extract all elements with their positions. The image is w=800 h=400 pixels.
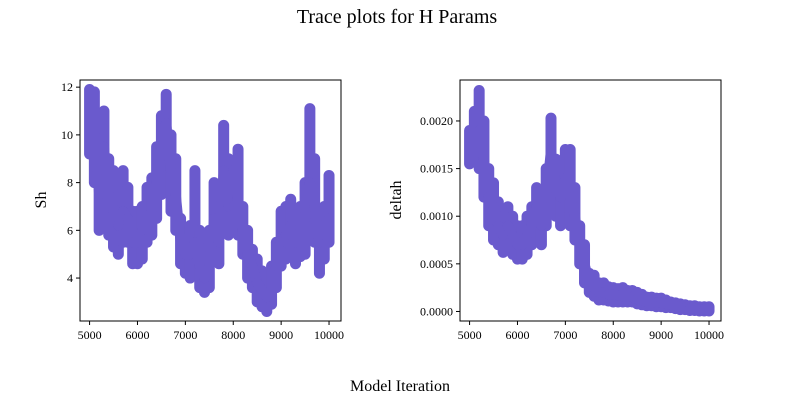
- figure-xlabel: Model Iteration: [350, 378, 450, 395]
- deltah-ytick-label: 0.0020: [420, 114, 453, 128]
- deltah-ylabel: deltah: [388, 180, 405, 219]
- sh-xtick-label: 9000: [269, 328, 293, 342]
- sh-x-axis: 5000 6000 7000 8000 9000 10000: [78, 321, 344, 342]
- deltah-ytick-label: 0.0000: [420, 304, 453, 318]
- sh-points: [84, 84, 335, 317]
- deltah-trace-segment: [545, 144, 561, 193]
- sh-trace-segment: [151, 141, 167, 188]
- sh-trace-segment: [161, 117, 176, 176]
- sh-axes-frame: [79, 79, 342, 322]
- deltah-points: [464, 84, 715, 317]
- subplot-sh: 5000 6000 7000 8000 9000 10000 4 6 8 10 12 Sh: [33, 79, 344, 342]
- sh-xtick-label: 6000: [125, 328, 149, 342]
- sh-trace-segment: [170, 189, 186, 248]
- deltah-trace-segment: [478, 154, 494, 203]
- sh-ytick-label: 10: [61, 128, 73, 142]
- deltah-xtick-label: 9000: [649, 328, 673, 342]
- deltah-y-axis: 0.0000 0.0005 0.0010 0.0015 0.0020: [420, 114, 460, 318]
- sh-trace-segment: [319, 213, 335, 241]
- sh-trace-segment: [218, 165, 234, 212]
- sh-xtick-label: 5000: [78, 328, 102, 342]
- subplot-deltah: 5000 6000 7000 8000 9000 10000 0.00000.00050.…: [388, 79, 724, 342]
- sh-xtick-label: 8000: [221, 328, 245, 342]
- sh-trace-segment: [98, 141, 114, 200]
- deltah-xtick-label: 7000: [553, 328, 577, 342]
- sh-ytick-label: 8: [67, 176, 73, 190]
- sh-xtick-label: 7000: [173, 328, 197, 342]
- sh-ytick-label: 12: [61, 80, 73, 94]
- sh-ytick-label: 4: [67, 271, 73, 285]
- deltah-xtick-label: 10000: [694, 328, 724, 342]
- deltah-ytick-label: 0.0015: [420, 162, 453, 176]
- sh-ylabel: Sh: [33, 192, 50, 209]
- deltah-xtick-label: 8000: [601, 328, 625, 342]
- deltah-xtick-label: 6000: [505, 328, 529, 342]
- figure-title: Trace plots for H Params: [297, 6, 498, 28]
- sh-y-axis: 4 6 8 10 12: [61, 80, 80, 285]
- deltah-axes-frame: [459, 79, 722, 322]
- deltah-ytick-label: 0.0010: [420, 209, 453, 223]
- deltah-ytick-label: 0.0005: [420, 257, 453, 271]
- sh-xtick-label: 10000: [314, 328, 344, 342]
- deltah-x-axis: 5000 6000 7000 8000 9000 10000: [458, 321, 724, 342]
- sh-ytick-label: 6: [67, 223, 73, 237]
- deltah-xtick-label: 5000: [458, 328, 482, 342]
